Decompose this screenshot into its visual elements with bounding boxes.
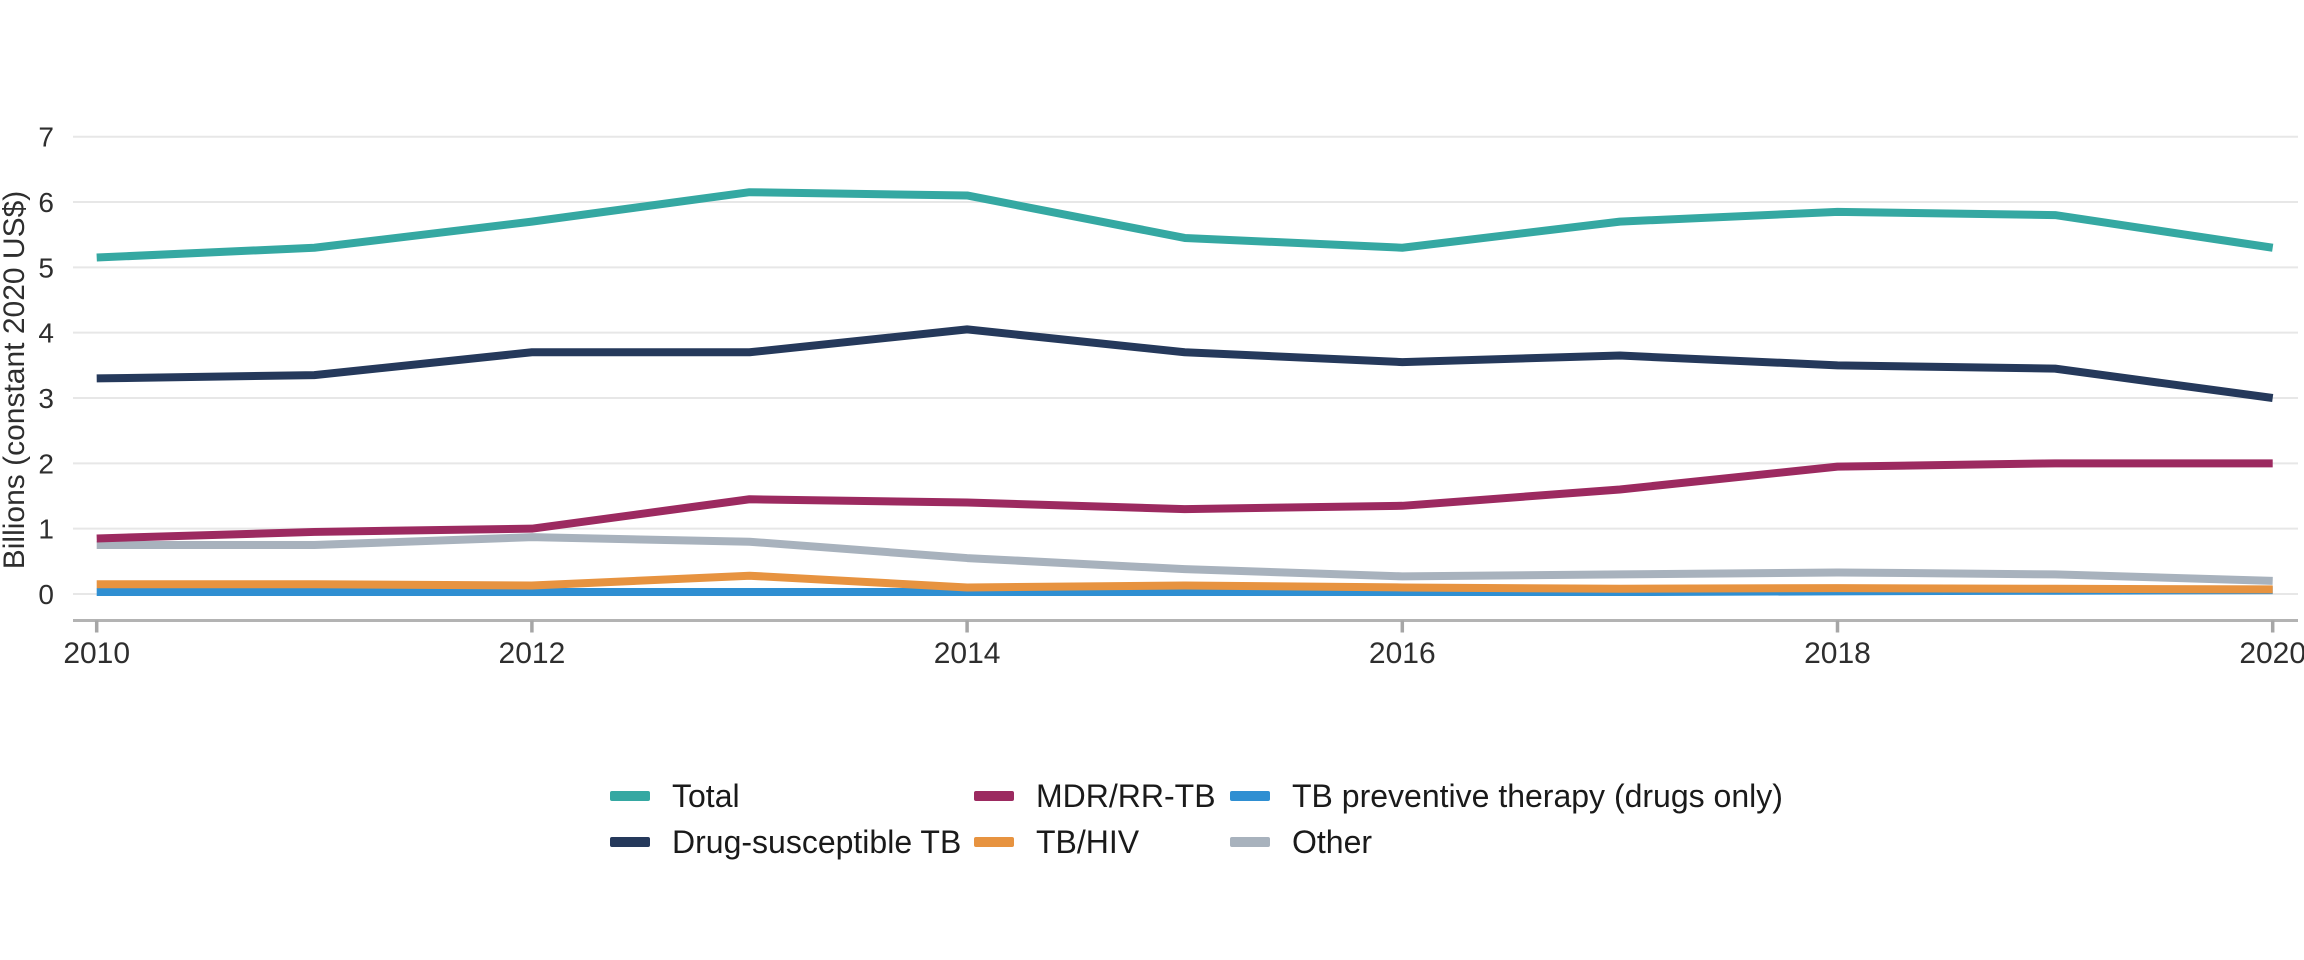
legend-label: MDR/RR-TB <box>1036 778 1216 814</box>
legend-label: TB/HIV <box>1036 824 1140 860</box>
y-tick-label: 0 <box>38 579 54 610</box>
series-line-drug-susceptible-tb <box>96 325 2274 402</box>
legend-item-mdr-rr-tb: MDR/RR-TB <box>974 779 1230 813</box>
y-tick-label: 2 <box>38 448 54 479</box>
legend-item-tb-preventive-therapy-drugs-only: TB preventive therapy (drugs only) <box>1230 779 1783 813</box>
tb-funding-line-chart: 0 1 2 3 4 5 6 7 2010 2012 2014 2016 2018 2020 Billions… <box>0 122 2304 670</box>
legend-swatch <box>974 837 1014 847</box>
x-tick-label: 2020 <box>2239 637 2304 670</box>
legend-swatch <box>1230 791 1270 801</box>
x-tick-label: 2014 <box>934 637 1001 670</box>
x-tick-label: 2012 <box>499 637 566 670</box>
legend-item-other: Other <box>1230 825 1783 859</box>
legend-swatch <box>974 791 1014 801</box>
legend-label: Total <box>672 778 740 814</box>
series-line-total <box>96 188 2274 262</box>
series-line-other <box>96 533 2273 585</box>
x-tick-label: 2016 <box>1369 637 1436 670</box>
legend-item-drug-susceptible-tb: Drug-susceptible TB <box>610 825 974 859</box>
legend-swatch <box>1230 837 1270 847</box>
legend-label: Other <box>1292 824 1373 860</box>
y-tick-label: 1 <box>38 514 54 545</box>
x-tick-label: 2018 <box>1804 637 1871 670</box>
chart-legend: Total MDR/RR-TB TB preventive therapy (dru… <box>610 779 1783 859</box>
legend-swatch <box>610 791 650 801</box>
series-line-tb-hiv <box>96 571 2273 594</box>
legend-swatch <box>610 837 650 847</box>
x-tick-label: 2010 <box>63 637 130 670</box>
y-tick-label: 6 <box>38 187 54 218</box>
legend-item-tb-hiv: TB/HIV <box>974 825 1230 859</box>
y-tick-label: 4 <box>38 318 54 349</box>
y-tick-label: 7 <box>38 122 54 153</box>
legend-label: TB preventive therapy (drugs only) <box>1292 778 1783 814</box>
y-axis-title: Billions (constant 2020 US$) <box>0 191 31 570</box>
legend-item-total: Total <box>610 779 974 813</box>
series-line-mdr-rr-tb <box>96 459 2273 543</box>
y-tick-label: 3 <box>38 383 54 414</box>
y-tick-label: 5 <box>38 252 54 283</box>
legend-label: Drug-susceptible TB <box>672 824 962 860</box>
